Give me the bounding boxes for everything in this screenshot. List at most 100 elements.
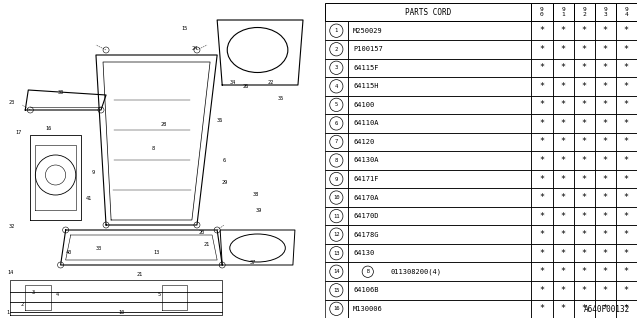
- Bar: [325, 40, 348, 59]
- Text: 9
3: 9 3: [604, 7, 607, 17]
- Bar: [616, 96, 637, 114]
- Bar: [552, 207, 573, 225]
- Text: 39: 39: [255, 207, 262, 212]
- Text: 38: 38: [252, 193, 259, 197]
- Text: 64110A: 64110A: [353, 120, 379, 126]
- Text: 15: 15: [182, 26, 188, 30]
- Text: 34: 34: [229, 79, 236, 84]
- Text: 13: 13: [333, 251, 340, 256]
- Text: 9: 9: [335, 177, 338, 181]
- Text: *: *: [603, 63, 608, 72]
- Bar: [573, 133, 595, 151]
- Bar: [595, 114, 616, 133]
- Text: *: *: [582, 174, 587, 184]
- Text: 9
4: 9 4: [625, 7, 628, 17]
- Text: *: *: [561, 174, 566, 184]
- Text: 8: 8: [335, 158, 338, 163]
- Text: *: *: [624, 304, 628, 313]
- Bar: [552, 244, 573, 262]
- Text: *: *: [561, 212, 566, 220]
- Text: *: *: [624, 63, 628, 72]
- Text: 10: 10: [118, 309, 124, 315]
- Text: 36: 36: [217, 117, 223, 123]
- Bar: [595, 207, 616, 225]
- Text: 1: 1: [335, 28, 338, 33]
- Text: *: *: [603, 286, 608, 295]
- Bar: [616, 225, 637, 244]
- Text: *: *: [603, 26, 608, 35]
- Text: *: *: [603, 45, 608, 54]
- Bar: [531, 225, 552, 244]
- Text: *: *: [540, 156, 545, 165]
- Text: *: *: [561, 119, 566, 128]
- Text: M250029: M250029: [353, 28, 383, 34]
- Bar: [616, 188, 637, 207]
- Bar: [595, 133, 616, 151]
- Text: *: *: [540, 286, 545, 295]
- Text: P100157: P100157: [353, 46, 383, 52]
- Text: 32: 32: [9, 225, 15, 229]
- Text: *: *: [561, 100, 566, 109]
- Text: *: *: [561, 45, 566, 54]
- Bar: [325, 114, 348, 133]
- Text: *: *: [561, 193, 566, 202]
- Bar: [595, 188, 616, 207]
- Bar: [552, 170, 573, 188]
- Text: 12: 12: [333, 232, 340, 237]
- Text: 10: 10: [333, 195, 340, 200]
- Bar: [573, 300, 595, 318]
- Bar: [531, 170, 552, 188]
- Bar: [573, 170, 595, 188]
- Text: *: *: [603, 193, 608, 202]
- Bar: [348, 133, 531, 151]
- Bar: [325, 21, 348, 40]
- Bar: [552, 59, 573, 77]
- Text: 2: 2: [20, 301, 24, 307]
- Text: *: *: [603, 267, 608, 276]
- Bar: [325, 225, 348, 244]
- Bar: [595, 262, 616, 281]
- Bar: [595, 96, 616, 114]
- Text: *: *: [603, 249, 608, 258]
- Text: 37: 37: [250, 260, 255, 265]
- Text: *: *: [582, 63, 587, 72]
- Bar: [595, 170, 616, 188]
- Text: *: *: [540, 26, 545, 35]
- Bar: [616, 170, 637, 188]
- Bar: [531, 77, 552, 96]
- Text: 14: 14: [333, 269, 340, 274]
- Text: 30: 30: [58, 90, 64, 94]
- Text: 1: 1: [6, 310, 10, 316]
- Bar: [573, 188, 595, 207]
- Text: 64120: 64120: [353, 139, 374, 145]
- Bar: [325, 281, 348, 300]
- Bar: [552, 40, 573, 59]
- Bar: [348, 21, 531, 40]
- Bar: [531, 114, 552, 133]
- Text: *: *: [582, 267, 587, 276]
- Bar: [616, 151, 637, 170]
- Bar: [348, 59, 531, 77]
- Bar: [552, 300, 573, 318]
- Bar: [552, 225, 573, 244]
- Text: *: *: [561, 230, 566, 239]
- Text: 13: 13: [154, 250, 159, 254]
- Text: 17: 17: [15, 130, 21, 134]
- Bar: [325, 77, 348, 96]
- Text: 41: 41: [86, 196, 92, 201]
- Bar: [325, 262, 348, 281]
- Bar: [325, 96, 348, 114]
- Text: *: *: [582, 100, 587, 109]
- Text: B: B: [366, 269, 369, 274]
- Bar: [325, 151, 348, 170]
- Text: *: *: [603, 119, 608, 128]
- Text: *: *: [540, 193, 545, 202]
- Text: *: *: [540, 249, 545, 258]
- Bar: [595, 21, 616, 40]
- Text: 5: 5: [158, 292, 161, 298]
- Text: *: *: [624, 156, 628, 165]
- Bar: [595, 77, 616, 96]
- Text: *: *: [540, 119, 545, 128]
- Text: *: *: [603, 156, 608, 165]
- Text: 9
0: 9 0: [540, 7, 544, 17]
